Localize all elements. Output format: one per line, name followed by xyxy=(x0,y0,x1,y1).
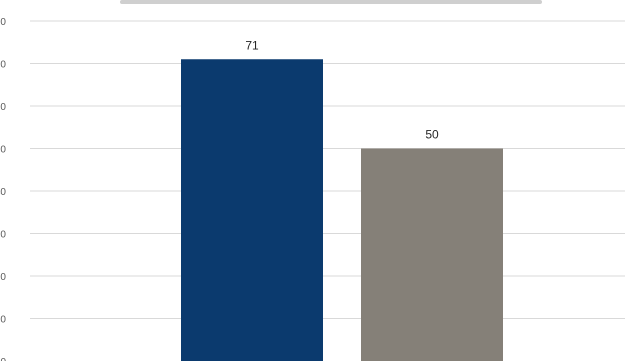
y-tick-label-10: 10 xyxy=(0,315,6,326)
y-tick-label-80: 80 xyxy=(0,17,6,28)
data-label-1: 71 xyxy=(245,38,259,52)
y-tick-label-70: 70 xyxy=(0,60,6,71)
gridlines xyxy=(30,20,625,319)
y-axis-tick-labels: 0 10 20 30 40 50 60 70 80 xyxy=(0,17,6,361)
data-label-2: 50 xyxy=(425,128,439,142)
y-tick-label-0: 0 xyxy=(0,357,6,361)
data-labels: 71 50 xyxy=(245,38,439,141)
bars xyxy=(181,59,503,361)
y-tick-label-20: 20 xyxy=(0,272,6,283)
bar-1 xyxy=(181,59,323,361)
chart-title-obscured xyxy=(120,0,542,4)
title-strip-bar xyxy=(120,0,542,4)
y-tick-label-60: 60 xyxy=(0,102,6,113)
y-tick-label-40: 40 xyxy=(0,187,6,198)
bar-2 xyxy=(361,148,503,361)
y-tick-label-50: 50 xyxy=(0,145,6,156)
y-tick-label-30: 30 xyxy=(0,230,6,241)
